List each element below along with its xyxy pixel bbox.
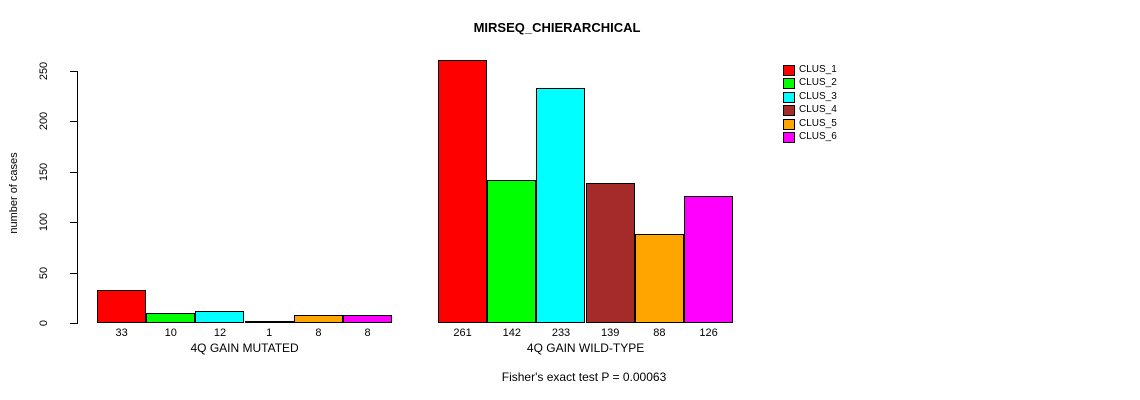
y-axis-tick [70,222,77,224]
fisher-test-annotation: Fisher's exact test P = 0.00063 [501,370,667,384]
group-label: 4Q GAIN MUTATED [190,341,299,355]
bar-value-label: 261 [453,327,472,339]
legend-label: CLUS_3 [799,90,837,102]
y-axis-tick-label: 200 [38,112,50,131]
bar-value-label: 139 [601,327,620,339]
y-axis-tick-label: 100 [38,213,50,232]
legend-swatch-clus_2 [783,78,795,90]
bar-value-label: 126 [699,327,718,339]
legend-swatch-clus_4 [783,105,795,117]
legend-label: CLUS_6 [799,131,837,142]
legend-swatch-clus_1 [783,65,795,76]
bar-clus_6-group2 [684,196,733,323]
legend-label: CLUS_5 [799,117,837,129]
y-axis-tick [70,171,77,173]
y-axis-tick-label: 50 [38,266,50,279]
bar-clus_2-group2 [487,180,536,323]
group-label: 4Q GAIN WILD-TYPE [526,341,645,355]
bar-value-label: 142 [502,327,521,339]
y-axis-tick [70,121,77,123]
bar-clus_3-group1 [195,311,244,323]
bar-value-label: 8 [364,327,371,339]
y-axis-tick-label: 0 [38,319,50,327]
y-axis-tick [70,272,77,274]
bar-value-label: 33 [115,327,128,339]
y-axis-tick [70,71,77,72]
bar-clus_5-group1 [294,315,343,323]
legend-swatch-clus_6 [783,132,795,143]
legend-label: CLUS_1 [799,64,837,75]
y-axis-tick-label: 250 [38,61,50,81]
y-axis-tick-label: 150 [38,162,50,181]
bar-value-label: 12 [213,327,227,339]
legend-label: CLUS_2 [799,77,837,89]
y-axis-line [77,71,78,324]
bar-value-label: 233 [551,327,571,339]
bar-value-label: 88 [653,327,666,339]
legend-swatch-clus_5 [783,118,795,130]
bar-clus_2-group1 [146,313,195,323]
bar-value-label: 1 [266,327,273,339]
chart-title: MIRSEQ_CHIERARCHICAL [473,20,641,35]
bar-clus_3-group2 [536,88,585,323]
bar-value-label: 8 [315,327,322,339]
y-axis-tick [70,323,77,324]
bar-clus_1-group1 [97,290,146,323]
bar-value-label: 10 [164,327,177,339]
y-axis-label: number of cases [8,152,20,234]
legend-swatch-clus_3 [783,91,795,103]
bar-clus_4-group2 [586,183,635,323]
legend-label: CLUS_4 [799,104,837,116]
bar-clus_4-group1 [245,321,294,323]
bar-clus_6-group1 [343,315,392,323]
bar-clus_1-group2 [438,60,487,323]
bar-clus_5-group2 [635,234,684,323]
